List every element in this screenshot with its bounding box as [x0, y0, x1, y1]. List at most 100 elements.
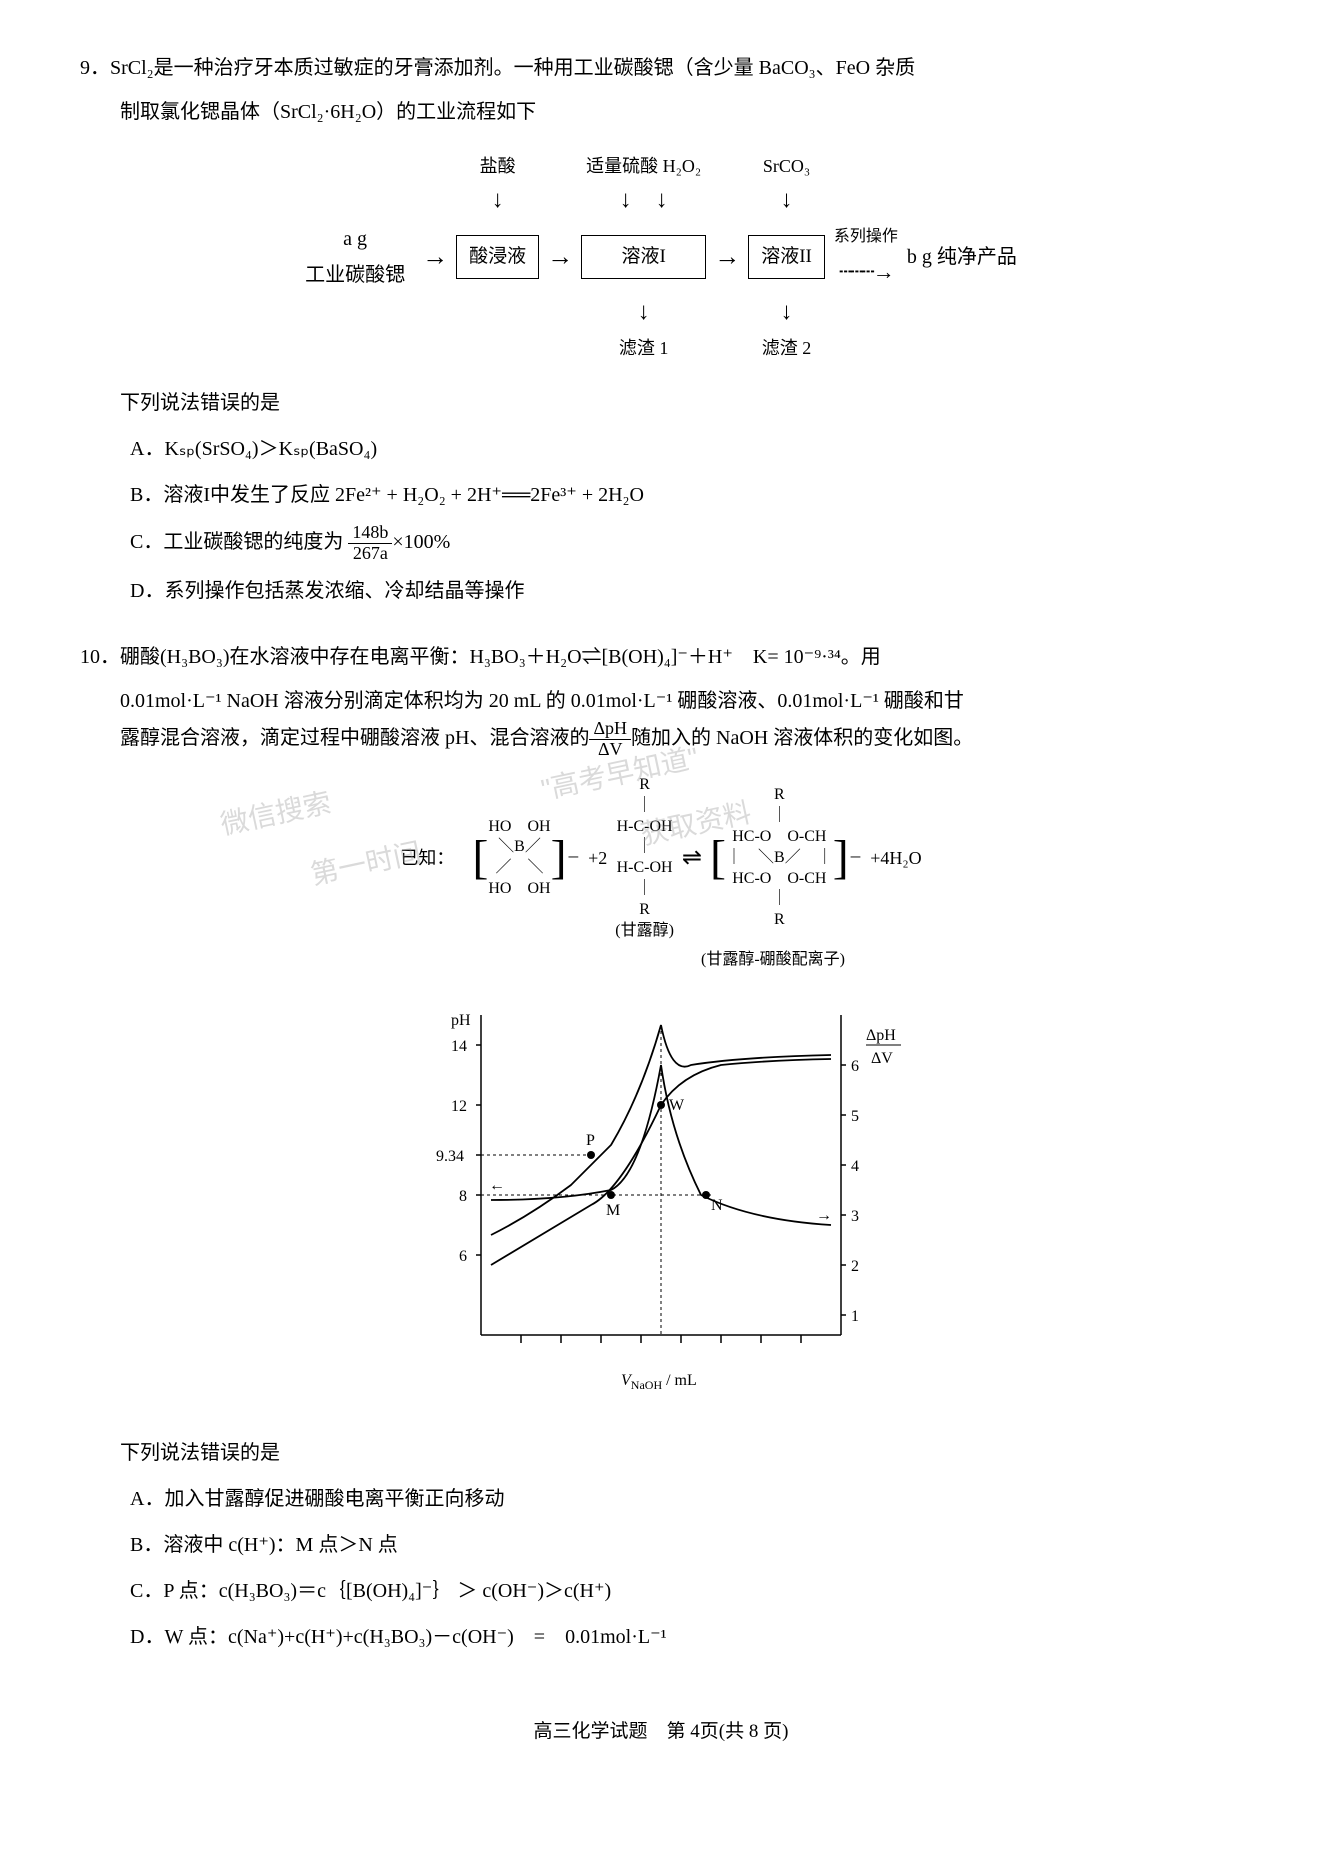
q9-option-c: C．工业碳酸锶的纯度为 148b267a×100% — [130, 523, 1242, 564]
mannitol: R ｜ H-C-OH ｜ H-C-OH ｜ R (甘露醇) — [615, 775, 674, 941]
fraction: 148b267a — [348, 523, 392, 564]
down-arrow-icon: ↓ — [781, 187, 793, 213]
opt-text: 溶液中 c(H⁺)：M 点＞N 点 — [163, 1534, 397, 1556]
complex-ion: [ R ｜ HC-O O-CH ｜ ＼B／ ｜ HC-O O-CH ｜ R ]－ — [710, 785, 862, 931]
flow-residue1: 滤渣 1 — [580, 332, 707, 364]
mol: H-C-OH — [617, 858, 673, 879]
mol: OH — [527, 880, 550, 897]
dotted-arrow-icon: ┄┄┄→ — [834, 252, 898, 292]
mol: O-CH — [787, 870, 826, 887]
flow-start-top: a g — [305, 221, 405, 257]
x-ticks — [521, 1335, 801, 1343]
down-arrow-icon: ↓ — [781, 299, 793, 325]
opt-label: D． — [130, 1626, 164, 1648]
equilibrium-arrow-icon: ⇌ — [682, 837, 702, 880]
mol: HC-O — [732, 870, 771, 887]
q10-options: A．加入甘露醇促进硼酸电离平衡正向移动 B．溶液中 c(H⁺)：M 点＞N 点 … — [80, 1481, 1242, 1655]
q10-text3-p2: 随加入的 NaOH 溶液体积的变化如图。 — [631, 727, 973, 749]
mol: B — [774, 849, 785, 866]
boh4-ion: [ HO OH ＼B／ ／ ＼ HO OH ]－ — [472, 817, 580, 900]
opt-text-suffix: ×100% — [392, 531, 450, 553]
flow-input-srco3: SrCO₃ — [747, 150, 826, 182]
mol: R — [639, 775, 650, 796]
arrow-right-icon: → — [541, 242, 579, 271]
svg-text:8: 8 — [459, 1188, 467, 1205]
flow-input-h2so4: 适量硫酸 H₂O₂ — [580, 150, 707, 182]
mol: O-CH — [787, 828, 826, 845]
flow-box-acid: 酸浸液 — [456, 235, 539, 279]
svg-text:6: 6 — [851, 1058, 859, 1075]
q10-equation: 已知： [ HO OH ＼B／ ／ ＼ HO OH ]－ +2 R ｜ H-C-… — [80, 775, 1242, 941]
q10-stem-line3: 露醇混合溶液，滴定过程中硼酸溶液 pH、混合溶液的ΔpHΔV随加入的 NaOH … — [80, 719, 1242, 760]
svg-text:P: P — [586, 1132, 595, 1149]
plus-h2o: +4H₂O — [870, 842, 921, 874]
opt-text: 溶液I中发生了反应 2Fe²⁺ + H₂O₂ + 2H⁺══2Fe³⁺ + 2H… — [163, 484, 644, 506]
mol: HC-O — [732, 828, 771, 845]
q9-stem-line1: 9．SrCl₂是一种治疗牙本质过敏症的牙膏添加剂。一种用工业碳酸锶（含少量 Ba… — [80, 50, 1242, 86]
left-ticks: 14 12 9.34 8 6 — [436, 1038, 481, 1265]
arrow-right-icon: → — [708, 242, 746, 271]
flow-series-op: 系列操作 — [834, 223, 898, 252]
flow-product: b g 纯净产品 — [906, 220, 1018, 294]
q9-option-d: D．系列操作包括蒸发浓缩、冷却结晶等操作 — [130, 573, 1242, 609]
svg-text:6: 6 — [459, 1248, 467, 1265]
opt-text: 系列操作包括蒸发浓缩、冷却结晶等操作 — [164, 580, 524, 602]
right-axis-den: ΔV — [871, 1050, 893, 1067]
q10-option-b: B．溶液中 c(H⁺)：M 点＞N 点 — [130, 1527, 1242, 1563]
frac-den: 267a — [348, 544, 392, 564]
complex-label: (甘露醇-硼酸配离子) — [701, 951, 845, 968]
q10-option-c: C．P 点：c(H₃BO₃)＝c｛[B(OH)₄]⁻｝ ＞ c(OH⁻)＞c(H… — [130, 1573, 1242, 1609]
opt-label: A． — [130, 438, 164, 460]
flow-start-bottom: 工业碳酸锶 — [305, 257, 405, 293]
plus: +2 — [588, 842, 607, 874]
q10-prompt: 下列说法错误的是 — [80, 1435, 1242, 1471]
question-9: 9．SrCl₂是一种治疗牙本质过敏症的牙膏添加剂。一种用工业碳酸锶（含少量 Ba… — [80, 50, 1242, 609]
mol-label: (甘露醇) — [615, 921, 674, 942]
opt-label: A． — [130, 1488, 164, 1510]
flow-box-sol1: 溶液I — [581, 235, 706, 279]
chart-svg: pH 14 12 9.34 8 6 6 5 4 3 2 1 ΔpH ΔV — [411, 995, 911, 1415]
right-axis-label: ΔpH — [866, 1027, 896, 1044]
arrow-right-icon: → — [416, 242, 454, 271]
opt-text: Kₛₚ(SrSO₄)＞Kₛₚ(BaSO₄) — [164, 438, 377, 460]
mol: HO — [488, 880, 511, 897]
question-10: 10．硼酸(H₃BO₃)在水溶液中存在电离平衡：H₃BO₃＋H₂O⇌[B(OH)… — [80, 639, 1242, 1655]
svg-text:4: 4 — [851, 1158, 859, 1175]
opt-label: D． — [130, 580, 164, 602]
q10-stem-line2: 0.01mol·L⁻¹ NaOH 溶液分别滴定体积均为 20 mL 的 0.01… — [80, 683, 1242, 719]
left-axis-label: pH — [451, 1012, 471, 1029]
q9-option-b: B．溶液I中发生了反应 2Fe²⁺ + H₂O₂ + 2H⁺══2Fe³⁺ + … — [130, 477, 1242, 513]
right-ticks: 6 5 4 3 2 1 — [841, 1058, 859, 1325]
svg-text:9.34: 9.34 — [436, 1148, 464, 1165]
opt-label: B． — [130, 1534, 163, 1556]
frac-num: ΔpH — [589, 719, 631, 740]
q10-chart: pH 14 12 9.34 8 6 6 5 4 3 2 1 ΔpH ΔV — [80, 995, 1242, 1415]
q10-text3-p1: 露醇混合溶液，滴定过程中硼酸溶液 pH、混合溶液的 — [120, 727, 589, 749]
svg-text:14: 14 — [451, 1038, 467, 1055]
opt-label: B． — [130, 484, 163, 506]
mol: R — [774, 910, 785, 931]
mol: B — [514, 838, 525, 855]
q10-text1: 硼酸(H₃BO₃)在水溶液中存在电离平衡：H₃BO₃＋H₂O⇌[B(OH)₄]⁻… — [120, 646, 881, 668]
down-arrow-icon: ↓ — [638, 299, 650, 325]
mol: R — [774, 785, 785, 806]
opt-label: C． — [130, 531, 163, 553]
q9-number: 9． — [80, 57, 110, 79]
svg-text:12: 12 — [451, 1098, 467, 1115]
svg-text:5: 5 — [851, 1108, 859, 1125]
q10-stem-line1: 10．硼酸(H₃BO₃)在水溶液中存在电离平衡：H₃BO₃＋H₂O⇌[B(OH)… — [80, 639, 1242, 675]
mol: OH — [527, 818, 550, 835]
q10-number: 10． — [80, 646, 120, 668]
down-arrow-icon: ↓ ↓ — [620, 187, 668, 213]
flow-box-sol2: 溶液II — [748, 235, 825, 279]
down-arrow-icon: ↓ — [492, 187, 504, 213]
q10-option-d: D．W 点：c(Na⁺)+c(H⁺)+c(H₃BO₃)－c(OH⁻) = 0.0… — [130, 1619, 1242, 1655]
svg-text:N: N — [711, 1197, 723, 1214]
frac-num: 148b — [348, 523, 392, 544]
flow-residue2: 滤渣 2 — [747, 332, 826, 364]
mol: R — [639, 900, 650, 921]
opt-text: P 点：c(H₃BO₃)＝c｛[B(OH)₄]⁻｝ ＞ c(OH⁻)＞c(H⁺) — [163, 1580, 611, 1602]
svg-text:←: ← — [489, 1177, 505, 1194]
frac-den: ΔV — [589, 740, 631, 760]
q9-option-a: A．Kₛₚ(SrSO₄)＞Kₛₚ(BaSO₄) — [130, 431, 1242, 467]
